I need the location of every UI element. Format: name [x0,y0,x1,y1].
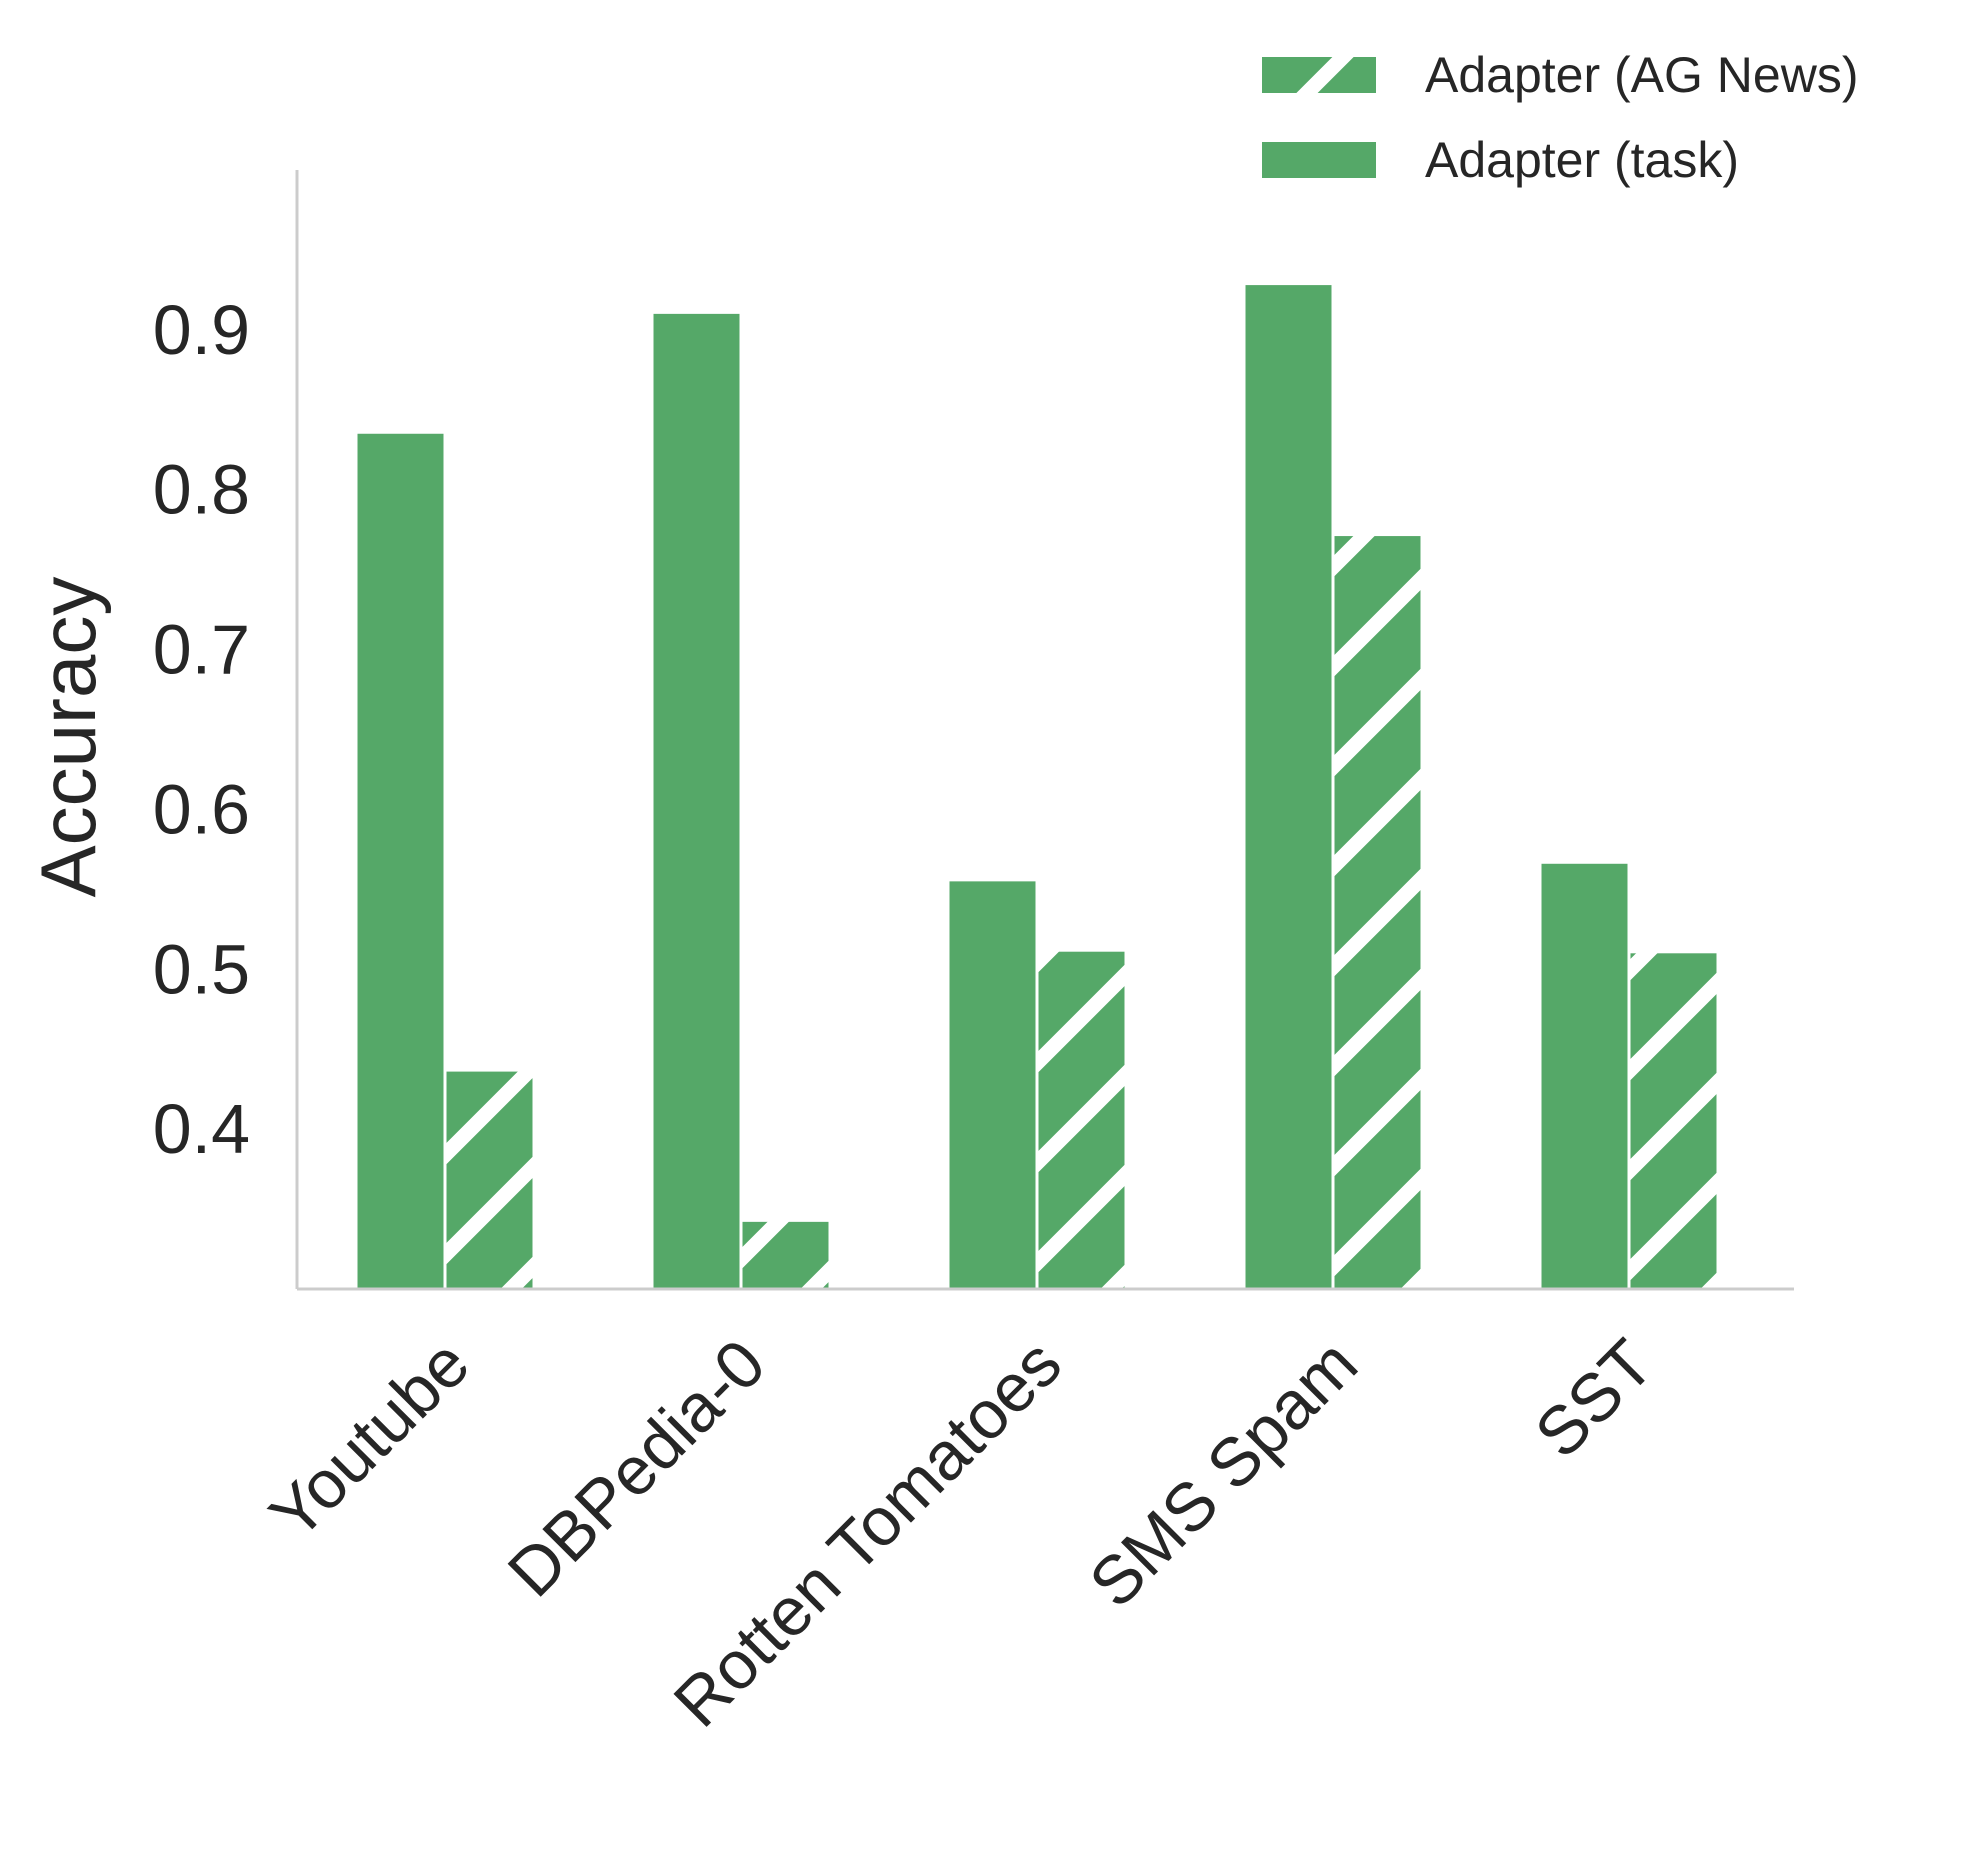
legend-swatch-adapter-ag-news [1262,57,1376,93]
bar-rotten-tomatoes-adapter-ag-news [1038,951,1125,1289]
bar-sms-spam-adapter-ag-news [1334,536,1421,1289]
y-tick-label: 0.7 [153,611,250,689]
bar-youtube-adapter-ag-news [446,1071,533,1289]
y-axis-label: Accuracy [24,577,112,898]
legend-label-adapter-task: Adapter (task) [1425,132,1739,188]
bar-sst-adapter-ag-news [1630,953,1717,1289]
bar-dbpedia-0-adapter-ag-news [742,1221,829,1289]
bar-sst-adapter-task [1541,863,1628,1289]
bars-layer [357,285,1717,1289]
x-tick-label-dbpedia-0: DBPedia-0 [494,1325,780,1611]
y-tick-label: 0.8 [153,451,250,529]
y-tick-labels: 0.4 0.5 0.6 0.7 0.8 0.9 [153,291,250,1168]
legend-label-adapter-ag-news: Adapter (AG News) [1425,47,1858,103]
bar-youtube-adapter-task [357,433,444,1289]
y-tick-label: 0.5 [153,930,250,1008]
y-tick-label: 0.6 [153,770,250,848]
y-tick-label: 0.9 [153,291,250,369]
bar-rotten-tomatoes-adapter-task [949,881,1036,1289]
bar-dbpedia-0-adapter-task [653,313,740,1289]
x-tick-label-sms-spam: SMS Spam [1075,1325,1372,1622]
x-tick-label-youtube: Youtube [255,1325,483,1553]
axes [295,170,1794,1291]
legend: Adapter (AG News) Adapter (task) [1262,47,1858,188]
x-tick-label-sst: SST [1521,1325,1668,1472]
y-tick-label: 0.4 [153,1090,250,1168]
bar-sms-spam-adapter-task [1245,285,1332,1289]
legend-swatch-adapter-task [1262,142,1376,178]
